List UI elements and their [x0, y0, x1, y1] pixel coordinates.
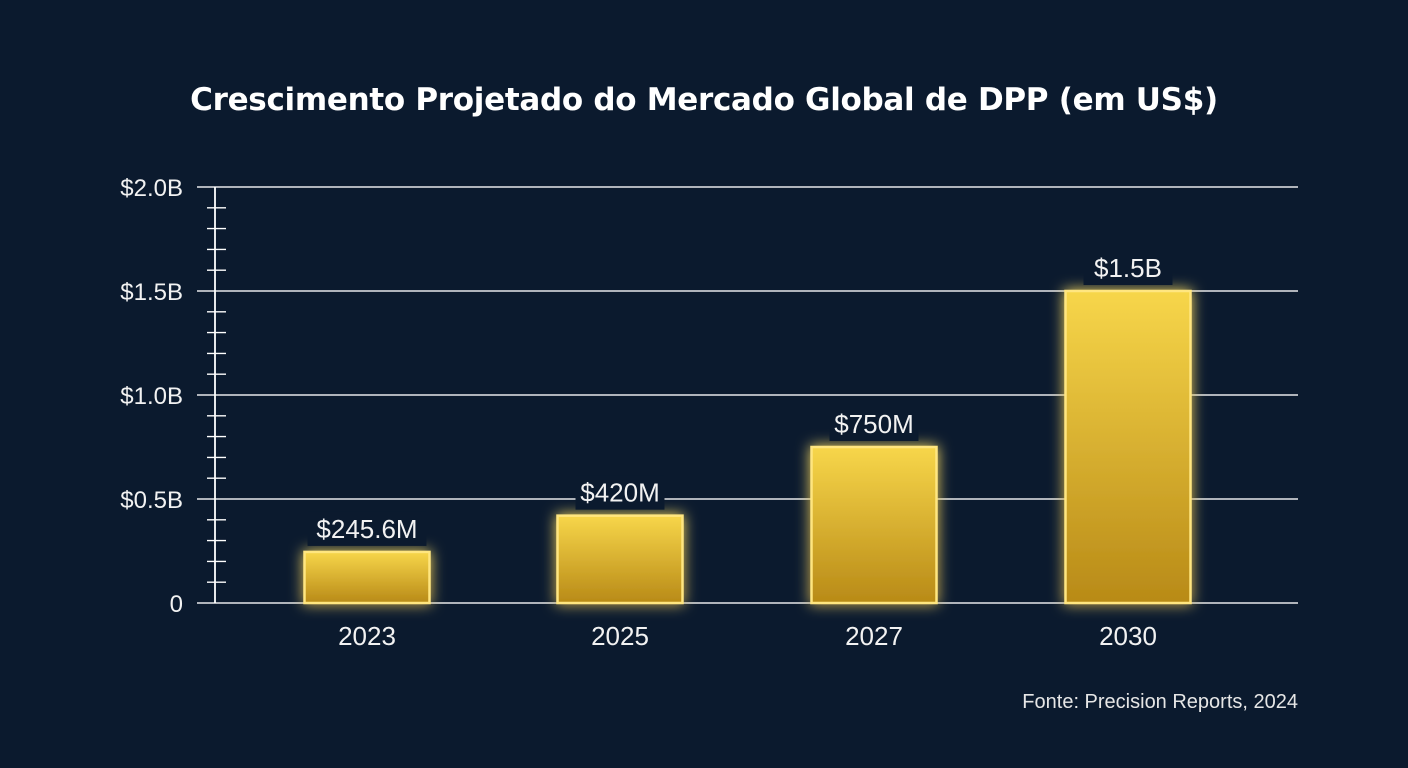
bar	[556, 514, 684, 605]
y-tick-label: 0	[170, 591, 183, 618]
x-tick-label: 2030	[1099, 621, 1157, 651]
data-label: $1.5B	[1094, 253, 1162, 283]
chart-source: Fonte: Precision Reports, 2024	[1022, 691, 1298, 713]
y-tick-label: $1.5B	[120, 279, 183, 306]
data-label: $750M	[834, 409, 914, 439]
bar	[1064, 289, 1192, 605]
x-tick-label: 2027	[845, 621, 903, 651]
bar	[303, 550, 431, 605]
data-label-backdrop	[829, 407, 919, 441]
data-label-backdrop	[307, 511, 427, 546]
bar	[810, 445, 938, 605]
y-tick-label: $2.0B	[120, 175, 183, 202]
data-label-backdrop	[575, 475, 665, 510]
y-tick-label: $0.5B	[120, 487, 183, 514]
data-label: $420M	[580, 478, 660, 508]
x-tick-label: 2025	[591, 621, 649, 651]
x-tick-label: 2023	[338, 621, 396, 651]
data-label-backdrop	[1083, 251, 1173, 285]
y-tick-label: $1.0B	[120, 383, 183, 410]
chart-title: Crescimento Projetado do Mercado Global …	[190, 82, 1218, 118]
data-label: $245.6M	[316, 514, 417, 544]
